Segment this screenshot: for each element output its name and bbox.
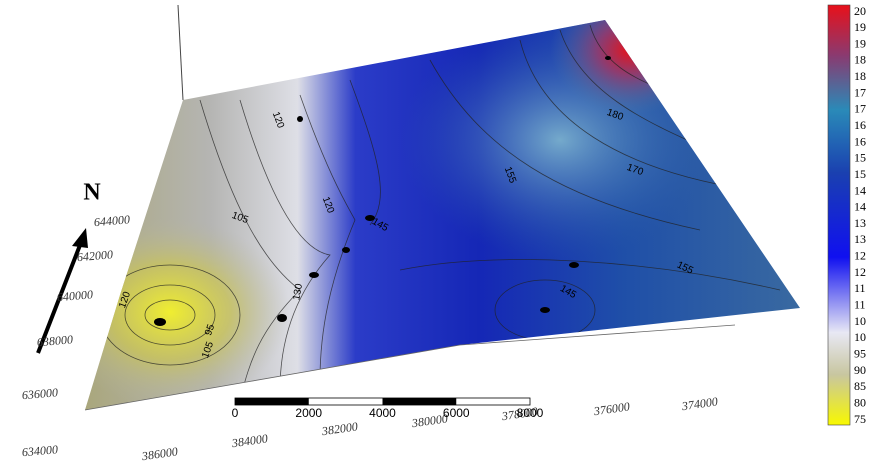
colorbar-label: 11: [854, 298, 866, 312]
scale-bar: [235, 398, 530, 405]
x-axis-label: 382000: [320, 419, 359, 438]
y-axis-label: 638000: [36, 332, 73, 349]
colorbar-label: 90: [854, 363, 866, 377]
north-label: N: [83, 180, 101, 206]
colorbar-label: 15: [854, 167, 866, 181]
colorbar-label: 10: [854, 330, 866, 344]
colorbar-label: 16: [854, 134, 866, 148]
y-axis-label: 644000: [93, 212, 130, 229]
colorbar-label: 18: [854, 69, 866, 83]
colorbar-label: 14: [854, 200, 866, 214]
colorbar-label: 85: [854, 379, 866, 393]
scale-bar-label: 0: [232, 406, 239, 420]
colorbar-label: 12: [854, 265, 866, 279]
y-axis-label: 640000: [56, 287, 93, 304]
colorbar-label: 13: [854, 216, 866, 230]
colorbar-label: 13: [854, 232, 866, 246]
scale-bar-label: 2000: [295, 406, 322, 420]
y-axis-label: 634000: [21, 442, 58, 459]
scale-bar-label: 8000: [517, 406, 544, 420]
y-axis-label: 636000: [21, 385, 58, 402]
colorbar-label: 19: [854, 36, 866, 50]
y-axis-label: 642000: [76, 247, 113, 264]
colorbar-label: 20: [854, 4, 866, 18]
colorbar-label: 11: [854, 281, 866, 295]
surface: [50, 0, 805, 415]
colorbar-label: 80: [854, 395, 866, 409]
colorbar-label: 18: [854, 53, 866, 67]
scale-bar-label: 4000: [369, 406, 396, 420]
x-axis-label: 386000: [140, 444, 179, 463]
colorbar-label: 15: [854, 151, 866, 165]
colorbar-label: 75: [854, 412, 866, 426]
colorbar-label: 10: [854, 314, 866, 328]
colorbar-label: 95: [854, 346, 866, 360]
x-axis-label: 384000: [230, 431, 269, 450]
colorbar-label: 16: [854, 118, 866, 132]
colorbar-label: 17: [854, 102, 866, 116]
color-bar: [828, 5, 850, 425]
colorbar-label: 19: [854, 20, 866, 34]
colorbar-label: 17: [854, 85, 866, 99]
x-axis-label: 376000: [592, 399, 631, 418]
vertical-axis: [178, 5, 183, 100]
scale-bar-label: 6000: [443, 406, 470, 420]
colorbar-label: 12: [854, 249, 866, 263]
colorbar-label: 14: [854, 183, 866, 197]
map: N 20 19 19 18 18 17 17 16 16 15 15 14 14 13 13 12 12 11 11…: [0, 0, 878, 465]
x-axis-label: 374000: [680, 394, 719, 413]
